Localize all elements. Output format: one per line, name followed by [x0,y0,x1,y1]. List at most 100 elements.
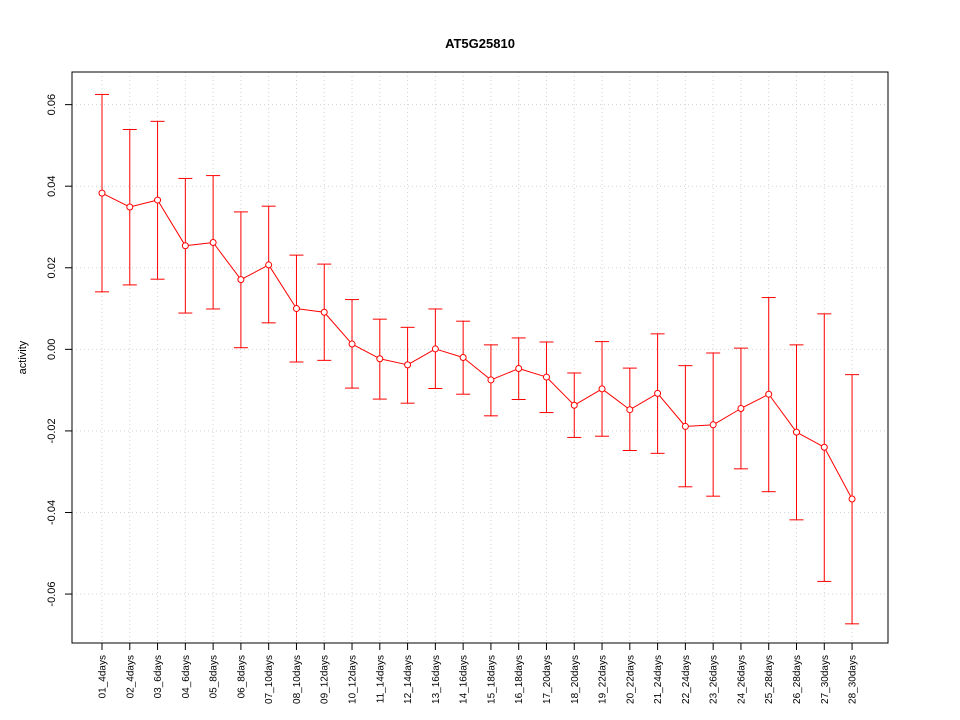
data-point [292,305,300,313]
series-line-segment [132,200,155,207]
series-line-segment [798,433,822,447]
x-tick-label: 04_6days [181,655,192,698]
x-tick-label: 22_24days [681,655,692,704]
y-tick-label: -0.02 [46,418,58,443]
series-line-segment [659,395,684,425]
series-line-segment [743,395,767,408]
x-tick-label: 21_24days [653,655,664,704]
data-point [237,276,245,284]
data-point [654,389,662,397]
x-tick-label: 07_10days [264,655,275,704]
x-tick-label: 01_4days [98,655,109,698]
series-line-segment [214,244,240,278]
x-tick-label: 27_30days [820,655,831,704]
x-tick-label: 10_12days [348,655,359,704]
y-tick-label: 0.06 [46,94,58,115]
data-point [98,189,106,197]
data-point [320,308,328,316]
x-tick-label: 28_30days [848,655,859,704]
data-point [515,365,523,373]
x-tick-label: 11_14days [375,655,386,703]
x-tick-label: 17_20days [542,655,553,704]
series-line-segment [521,368,544,377]
x-tick-label: 19_22days [598,655,609,704]
series-line-segment [548,378,573,404]
series-line-segment [688,424,711,427]
series-line-segment [770,396,796,431]
data-point [126,203,134,211]
y-tick-label: -0.06 [46,582,58,607]
y-tick-label: 0.04 [46,175,58,196]
x-tick-label: 23_26days [709,655,720,704]
data-point [487,376,495,384]
data-point [348,340,356,348]
data-points [98,189,856,503]
x-tick-label: 26_28days [792,655,803,704]
data-point [209,238,217,246]
series-line-segment [299,308,322,313]
x-tick-label: 16_18days [514,655,525,704]
data-point [709,421,717,429]
series-line-segment [409,349,434,364]
grid [72,72,888,643]
x-tick-label: 08_10days [292,655,303,704]
series-line-segment [354,345,378,358]
x-tick-label: 06_8days [236,655,247,698]
x-tick-label: 02_4days [125,655,136,698]
data-point [848,495,856,503]
x-tick-label: 03_6days [153,655,164,698]
data-point [542,373,550,381]
data-point [793,428,800,436]
series-line-segment [825,449,852,497]
x-tick-label: 25_28days [764,655,775,704]
y-axis: -0.06 -0.04 -0.02 0.00 0.02 0.04 0.06 [46,94,73,607]
series-line-segment [188,242,211,246]
x-tick-label: 09_12days [320,655,331,704]
series-line-segment [465,358,489,379]
series-line-segment [438,349,461,358]
data-point [459,354,467,361]
data-point [404,361,412,369]
series-line-segment [493,369,517,380]
series-line-segment [576,389,600,405]
data-point [820,443,828,451]
series-line-segment [632,394,656,409]
x-tick-label: 05_8days [209,655,220,698]
x-tick-label: 13_16days [431,655,442,704]
x-tick-label: 15_18days [486,655,497,704]
data-point [265,261,273,269]
x-tick-label: 14_16days [459,655,470,704]
y-tick-label: 0.00 [46,339,58,360]
data-point [376,355,384,363]
x-tick-label: 12_14days [403,655,414,704]
series-line-segment [325,314,351,343]
y-tick-label: -0.04 [46,500,58,525]
data-point [681,422,689,430]
x-tick-label: 24_26days [736,655,747,704]
data-point [598,385,606,393]
x-axis: 01_4days 02_4days 03_6days 04_6days 05_8days… [98,642,859,704]
chart-title: AT5G25810 [445,36,515,51]
data-point [431,345,439,353]
series-line-segment [715,409,739,424]
y-axis-label: activity [17,340,29,374]
data-point [181,242,189,250]
series-line-segment [158,202,185,244]
data-point [570,401,578,409]
data-point [626,406,634,414]
x-tick-label: 20_22days [625,655,636,704]
y-tick-label: 0.02 [46,257,58,278]
series-line-segment [243,265,267,279]
series-line [104,194,852,497]
data-point [765,390,773,398]
series-line-segment [269,267,296,307]
series-line-segment [604,390,628,409]
x-tick-label: 18_20days [570,655,581,704]
data-point [154,196,162,204]
series-line-segment [382,358,405,365]
data-point [737,404,745,412]
series-line-segment [104,194,128,207]
